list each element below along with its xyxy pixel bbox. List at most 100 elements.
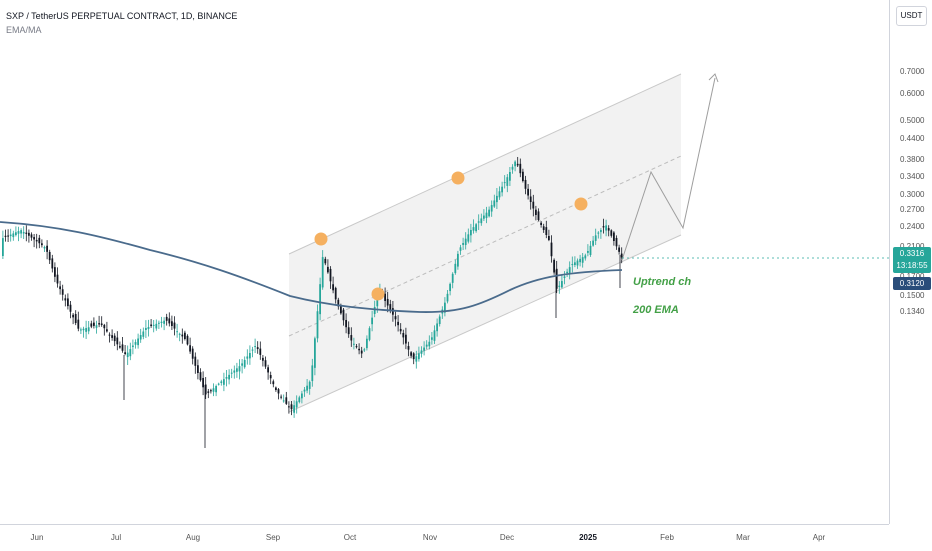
candle-body	[176, 331, 178, 333]
candle-body	[353, 343, 355, 345]
candle-body	[43, 246, 46, 249]
candle-body	[288, 406, 290, 408]
candle-body	[397, 321, 399, 326]
time-tick: Apr	[812, 533, 826, 542]
candle-body	[483, 215, 485, 219]
price-tick: 0.2100	[900, 242, 924, 251]
candle-body	[329, 268, 332, 282]
candle-body	[103, 324, 106, 329]
candle-body	[194, 356, 197, 366]
candle-body	[100, 323, 103, 325]
candle-body	[459, 247, 462, 251]
price-tick: 0.1700	[900, 272, 924, 281]
candle-body	[509, 172, 511, 181]
candle-body	[467, 234, 470, 242]
candle-body	[243, 359, 246, 368]
candle-body	[355, 346, 358, 348]
currency-button[interactable]: USDT	[896, 6, 927, 26]
candle-body	[371, 317, 373, 325]
candle-body	[54, 267, 56, 277]
candle-body	[282, 400, 285, 402]
candle-body	[269, 375, 272, 379]
candle-body	[376, 296, 379, 307]
candle-body	[332, 284, 334, 291]
candle-body	[555, 268, 558, 289]
candle-body	[535, 209, 537, 215]
candle-body	[324, 258, 327, 264]
candle-body	[449, 283, 451, 292]
channel-mid-line	[288, 155, 682, 337]
candle-body	[132, 345, 134, 348]
candle-body	[454, 263, 457, 274]
candle-body	[158, 322, 160, 324]
candle-body	[207, 391, 210, 393]
candle-body	[197, 365, 199, 373]
candle-body	[22, 232, 25, 234]
candle-body	[113, 335, 116, 342]
candle-body	[64, 298, 67, 301]
candle-body	[501, 186, 503, 193]
candle-body	[496, 195, 498, 203]
pivot-marker	[574, 197, 588, 211]
candle-body	[301, 393, 303, 399]
candle-body	[93, 322, 95, 326]
candle-body	[542, 226, 545, 230]
candle-body	[587, 251, 589, 253]
candle-body	[488, 209, 490, 217]
candle-body	[490, 205, 493, 212]
time-tick: Nov	[422, 533, 438, 542]
price-tick: 0.7000	[900, 66, 925, 76]
candle-body	[41, 243, 43, 246]
candle-body	[511, 166, 514, 170]
candle-body	[316, 311, 319, 339]
candle-body	[402, 332, 405, 338]
candle-body	[428, 341, 431, 347]
candle-body	[236, 368, 238, 372]
price-axis[interactable]: USDT 0.7000 0.6000 0.5000 0.4400 0.3800 0.340…	[889, 0, 932, 524]
candle-body	[155, 323, 158, 329]
candle-body	[480, 218, 483, 224]
candle-body	[277, 389, 280, 394]
candle-body	[267, 367, 269, 373]
candle-body	[436, 323, 438, 332]
pivot-marker	[314, 232, 328, 246]
candle-body	[350, 335, 353, 341]
candle-body	[334, 287, 337, 300]
candle-body	[319, 284, 321, 315]
candle-body	[212, 388, 215, 392]
candle-body	[597, 232, 600, 234]
candle-body	[444, 302, 446, 313]
candle-body	[522, 171, 524, 181]
channel-upper-line	[288, 73, 682, 255]
candle-body	[217, 383, 220, 385]
candle-body	[503, 182, 506, 184]
candle-body	[407, 346, 410, 350]
projection-arrowhead	[708, 73, 719, 83]
candle-body	[121, 344, 124, 351]
indicator-label[interactable]: EMA/MA	[6, 25, 42, 35]
candle-body	[171, 321, 173, 326]
time-tick: Dec	[499, 533, 515, 542]
price-tick: 0.2400	[900, 222, 925, 232]
candle-body	[241, 363, 243, 366]
candle-body	[129, 349, 132, 357]
candle-body	[527, 188, 529, 196]
candle-body	[524, 179, 527, 189]
candle-body	[12, 233, 15, 238]
candle-body	[550, 242, 553, 257]
chart-area[interactable]: SXP / TetherUS PERPETUAL CONTRACT, 1D, B…	[0, 0, 889, 524]
candle-body	[594, 235, 597, 241]
time-tick: Aug	[185, 533, 201, 542]
candle-body	[256, 347, 259, 350]
candle-body	[199, 372, 202, 381]
candle-body	[405, 334, 407, 344]
candle-body	[56, 274, 59, 284]
candle-body	[233, 370, 236, 373]
candle-body	[433, 330, 436, 341]
candle-body	[438, 316, 441, 325]
time-axis[interactable]: Jun Jul Aug Sep Oct Nov Dec 2025 Feb Mar Apr	[0, 524, 889, 551]
ema-line	[0, 221, 623, 313]
candle-body	[306, 385, 308, 391]
candle-body	[327, 266, 329, 273]
chart-canvas[interactable]	[0, 0, 889, 524]
